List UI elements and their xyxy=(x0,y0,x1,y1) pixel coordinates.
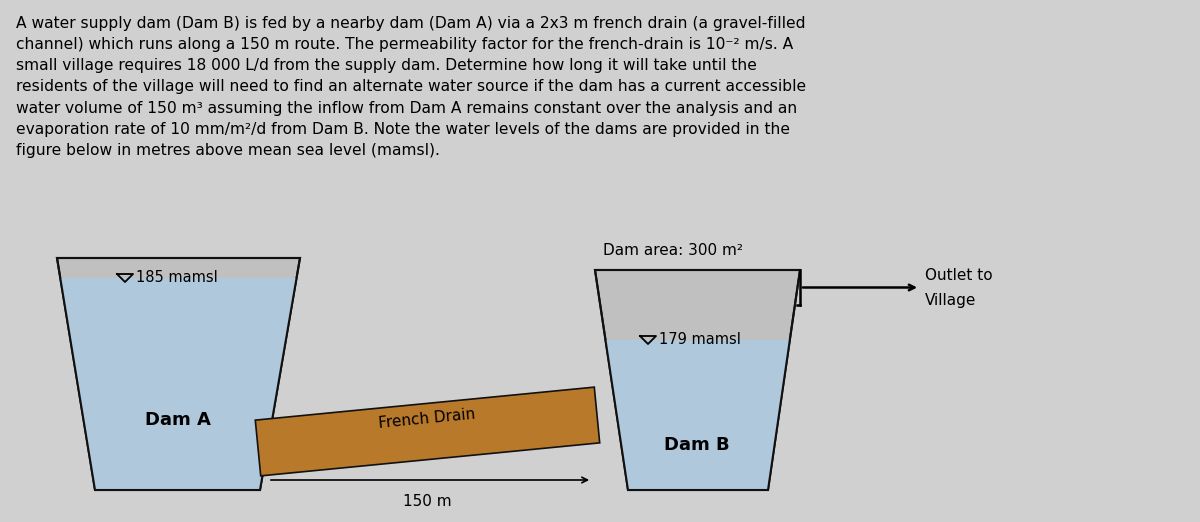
Text: 179 mamsl: 179 mamsl xyxy=(659,331,740,347)
Text: 150 m: 150 m xyxy=(403,494,452,509)
Text: French Drain: French Drain xyxy=(378,407,476,431)
Text: Village: Village xyxy=(925,292,977,307)
Text: A water supply dam (Dam B) is fed by a nearby dam (Dam A) via a 2x3 m french dra: A water supply dam (Dam B) is fed by a n… xyxy=(16,16,805,158)
Polygon shape xyxy=(606,340,790,490)
Text: Dam B: Dam B xyxy=(664,436,730,454)
Polygon shape xyxy=(60,278,296,490)
Polygon shape xyxy=(595,270,800,490)
Text: 185 mamsl: 185 mamsl xyxy=(136,269,217,284)
Text: Dam A: Dam A xyxy=(145,411,211,429)
Polygon shape xyxy=(58,258,300,490)
Text: Dam area: 300 m²: Dam area: 300 m² xyxy=(604,243,743,258)
Text: Outlet to: Outlet to xyxy=(925,267,992,282)
Polygon shape xyxy=(256,387,600,476)
